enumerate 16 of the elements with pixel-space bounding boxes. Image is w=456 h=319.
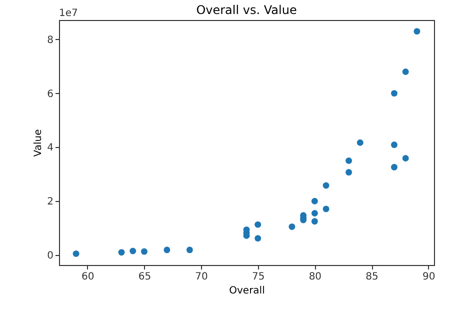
y-axis-title: Value [33,129,44,157]
x-tick-label: 65 [138,272,152,282]
x-tick-label: 90 [422,272,436,282]
text: 1e7 [59,8,78,19]
x-tick-label: 60 [82,272,94,282]
y-tick-label: 8 [47,34,54,46]
x-tick-label: 75 [252,272,265,282]
y-tick-label: 4 [47,142,54,154]
x-axis-title: Overall [229,286,265,296]
x-tick-label: 85 [366,272,378,282]
y-tick-label: 0 [47,250,54,262]
chart-title: Overall vs. Value [196,3,297,17]
y-tick-label: 6 [47,88,54,100]
y-tick-label: 2 [47,196,54,208]
x-tick-label: 70 [195,272,208,282]
x-tick-label: 80 [308,272,322,282]
